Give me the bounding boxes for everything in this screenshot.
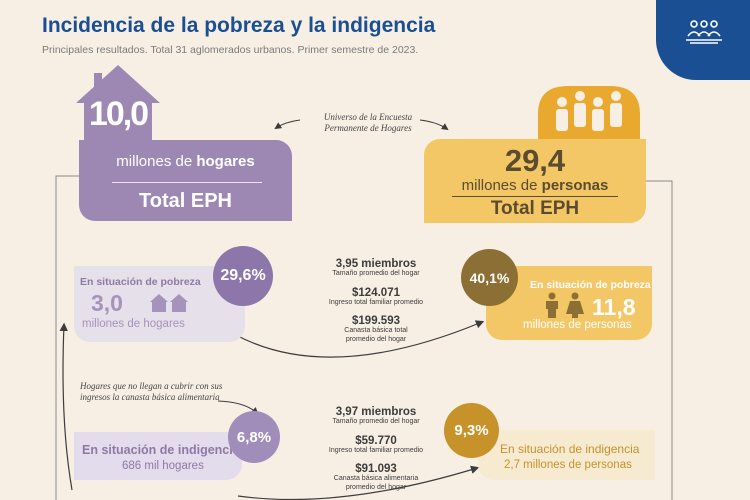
indigencia-hogares-percent: 6,8% bbox=[228, 411, 280, 463]
pobreza-hogares-percent: 29,6% bbox=[213, 246, 273, 306]
pobreza-basket: $199.593 bbox=[352, 315, 400, 327]
indigencia-income-label: Ingreso total familiar promedio bbox=[328, 446, 424, 454]
pobreza-income: $124.071 bbox=[352, 286, 400, 299]
universe-note: Universo de la Encuesta Permanente de Ho… bbox=[323, 112, 413, 133]
houses-icon bbox=[150, 294, 188, 312]
person-pair-icon bbox=[546, 292, 584, 318]
indigencia-personas-value: 2,7 millones de personas bbox=[504, 459, 632, 471]
indigencia-members-label: Tamaño promedio del hogar bbox=[332, 418, 420, 425]
indigencia-hogares-card: En situación de indigencia 686 mil hogar… bbox=[74, 432, 242, 480]
pobreza-personas-value: 11,8 bbox=[592, 294, 636, 320]
personas-total-label: Total EPH bbox=[490, 198, 580, 219]
pobreza-hogares-unit: millones de hogares bbox=[82, 318, 185, 330]
indigencia-basket-label-1: Canasta básica alimentaria bbox=[333, 475, 419, 482]
pobreza-personas-title: En situación de pobreza bbox=[530, 279, 651, 291]
pobreza-members-label: Tamaño promedio del hogar bbox=[332, 270, 420, 277]
house-icon bbox=[76, 65, 160, 145]
hogares-total-card: millones de hogares Total EPH bbox=[79, 140, 292, 221]
pobreza-basket-label-2: promedio del hogar bbox=[345, 335, 407, 343]
people-group-icon bbox=[686, 20, 722, 44]
indigencia-hogares-title: En situación de indigencia bbox=[82, 443, 240, 457]
left-return-arrow bbox=[59, 322, 73, 491]
pobreza-members: 3,95 miembros bbox=[335, 258, 417, 270]
page-subtitle: Principales resultados. Total 31 aglomer… bbox=[42, 44, 419, 56]
indigencia-personas-card: En situación de indigencia 2,7 millones … bbox=[478, 430, 655, 480]
hogares-total-unit: millones de hogares bbox=[116, 153, 255, 170]
indigence-arrow bbox=[237, 465, 480, 500]
universe-arrow-right bbox=[419, 119, 449, 131]
right-bracket-line bbox=[646, 180, 673, 500]
left-bracket-line bbox=[55, 175, 80, 500]
hogares-total-label: Total EPH bbox=[139, 190, 232, 212]
header-badge bbox=[656, 0, 750, 80]
pobreza-income-label: Ingreso total familiar promedio bbox=[328, 298, 424, 306]
pobreza-hogares-value: 3,0 bbox=[91, 290, 123, 316]
pobreza-personas-unit: millones de personas bbox=[523, 319, 632, 331]
poverty-arrow bbox=[235, 320, 485, 358]
page-title: Incidencia de la pobreza y la indigencia bbox=[42, 14, 436, 37]
pobreza-stats: 3,95 miembros Tamaño promedio del hogar … bbox=[300, 258, 452, 344]
hogares-total-value: 10,0 bbox=[88, 95, 149, 133]
divider bbox=[112, 182, 262, 183]
indigencia-stats: 3,97 miembros Tamaño promedio del hogar … bbox=[300, 406, 452, 492]
divider bbox=[452, 196, 618, 197]
indigencia-personas-title: En situación de indigencia bbox=[500, 442, 640, 456]
indigencia-basket-label-2: promedio del hogar bbox=[345, 483, 407, 491]
personas-total-card: 29,4 millones de personas Total EPH bbox=[424, 139, 646, 223]
pobreza-basket-label-1: Canasta básica total bbox=[344, 327, 408, 334]
pobreza-personas-percent: 40,1% bbox=[461, 249, 518, 306]
pobreza-hogares-title: En situación de pobreza bbox=[80, 276, 201, 288]
people-icon bbox=[538, 86, 640, 142]
universe-arrow-left bbox=[274, 119, 301, 130]
indigencia-basket: $91.093 bbox=[355, 463, 397, 475]
indigencia-personas-percent: 9,3% bbox=[444, 403, 499, 458]
indigencia-note: Hogares que no llegan a cubrir con sus i… bbox=[80, 381, 223, 402]
personas-total-value: 29,4 bbox=[504, 143, 566, 178]
indigencia-income: $59.770 bbox=[355, 434, 397, 447]
indigencia-members: 3,97 miembros bbox=[335, 406, 417, 418]
personas-total-unit: millones de personas bbox=[461, 177, 609, 194]
indigencia-hogares-value: 686 mil hogares bbox=[122, 460, 204, 472]
